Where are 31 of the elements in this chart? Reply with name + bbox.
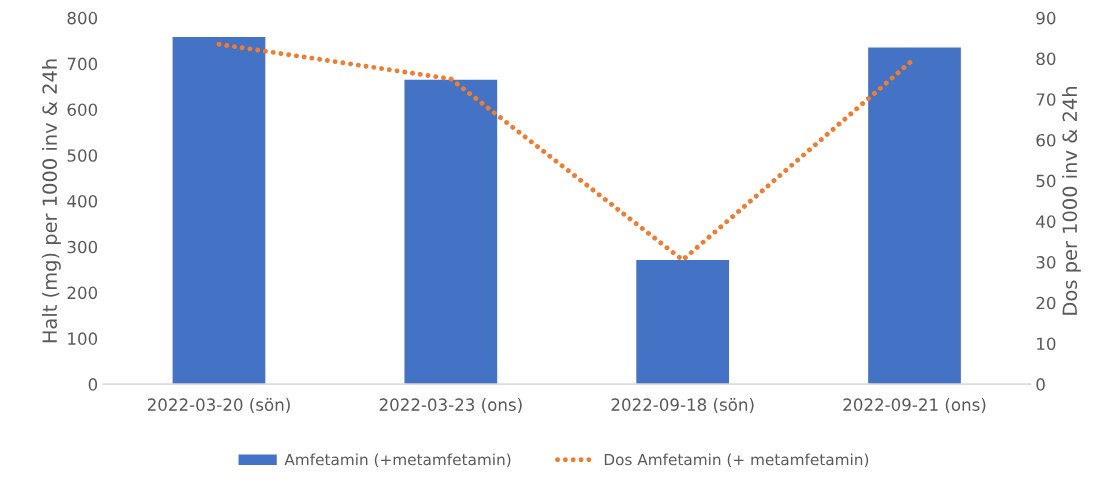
x-tick-label: 2022-03-20 (sön) [147,398,290,413]
x-tick-label: 2022-03-23 (ons) [379,398,522,413]
x-tick-label: 2022-09-18 (sön) [611,398,754,413]
y2-tick-label: 30 [1036,256,1056,269]
y-tick-label: 200 [67,286,98,300]
y2-tick-label: 0 [1036,378,1045,391]
y2-tick-label: 70 [1036,93,1056,106]
y-tick-label: 600 [67,103,98,116]
legend-label: Dos Amfetamin (+ metamfetamin) [604,453,869,468]
y2-axis-title: Dos per 1000 inv & 24h [1062,87,1081,315]
y2-tick-label: 10 [1037,337,1056,351]
y-tick-label: 500 [67,149,98,162]
bar [636,260,730,385]
bar [172,37,266,385]
y-tick-label: 700 [67,57,98,71]
y-axis-title: Halt (mg) per 1000 inv & 24h [42,59,61,343]
y2-tick-label: 20 [1036,296,1056,310]
y2-tick-label: 50 [1036,174,1056,188]
bar [404,79,498,385]
legend-label: Amfetamin (+metamfetamin) [284,453,511,468]
bar [868,47,961,385]
y2-tick-label: 60 [1036,133,1056,147]
y-tick-label: 400 [67,194,98,208]
y2-tick-label: 80 [1036,52,1056,66]
y-tick-label: 300 [67,240,98,254]
y2-tick-label: 90 [1036,11,1056,25]
y-tick-label: 100 [68,332,98,345]
x-tick-label: 2022-09-21 (ons) [843,398,986,413]
y2-tick-label: 40 [1036,215,1056,228]
y-tick-label: 0 [88,378,98,391]
y-tick-label: 800 [67,11,98,25]
